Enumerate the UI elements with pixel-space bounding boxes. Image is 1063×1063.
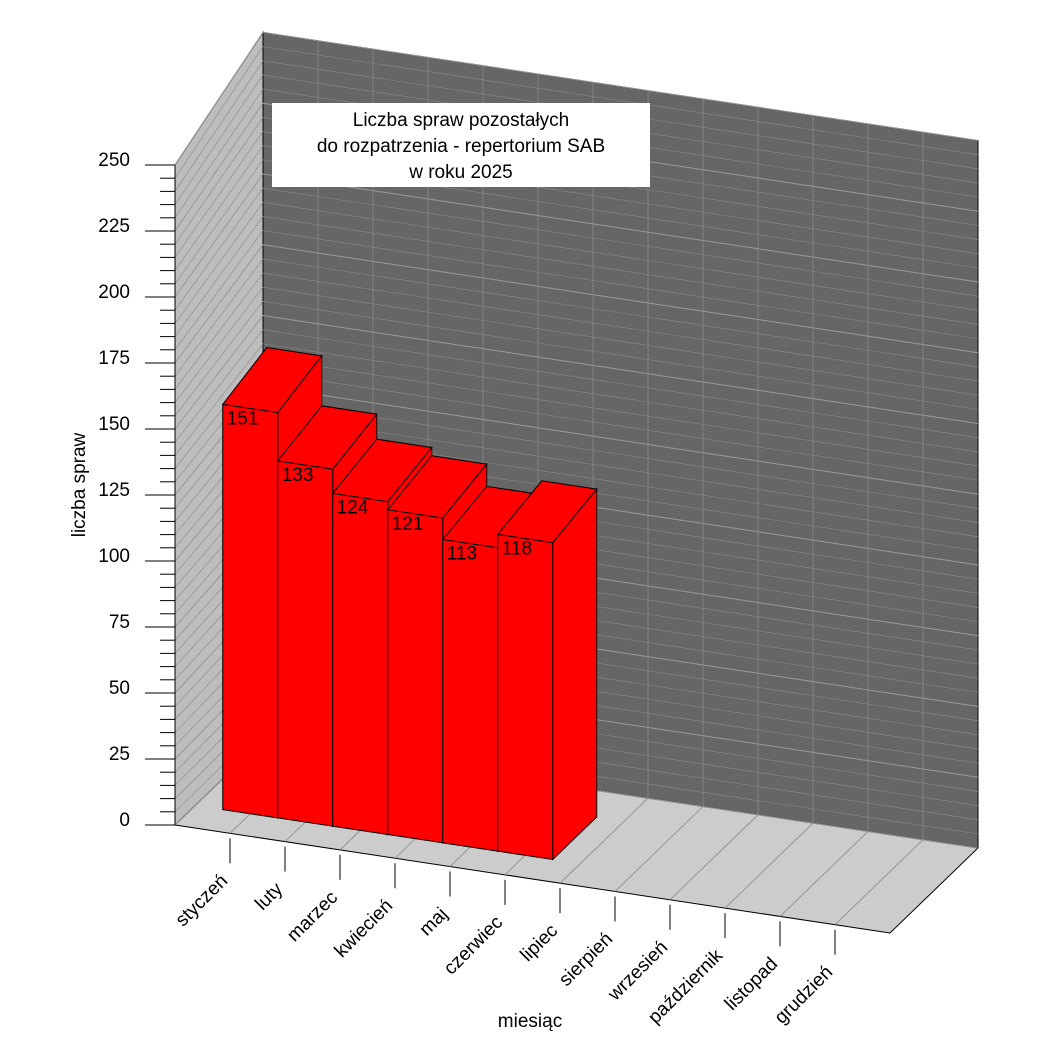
value-label: 133: [282, 465, 314, 486]
bar-front: [442, 539, 499, 852]
minor-grid-line: [174, 230, 979, 350]
minor-grid-line: [174, 74, 979, 205]
floor-line: [834, 839, 924, 926]
minor-grid-line: [174, 60, 979, 192]
minor-grid-line: [174, 201, 979, 324]
value-label: 113: [447, 544, 477, 565]
bar-front: [497, 533, 554, 861]
floor-line: [669, 814, 759, 901]
minor-grid-line: [174, 286, 979, 403]
y-tick-label: 250: [98, 150, 130, 171]
minor-grid-line: [174, 88, 979, 218]
minor-grid-line: [174, 272, 979, 390]
x-tick-label: maj: [416, 904, 453, 941]
bar-front: [222, 403, 279, 819]
y-tick-label: 175: [98, 348, 130, 369]
x-tick-label: kwiecień: [331, 895, 397, 961]
floor-line: [724, 822, 814, 909]
y-tick-label: 125: [98, 480, 130, 501]
minor-grid-line: [174, 46, 979, 179]
bar-front: [277, 460, 334, 827]
minor-grid-line: [174, 258, 979, 377]
minor-grid-line: [174, 145, 979, 271]
value-label: 121: [392, 514, 424, 535]
grid-line: [174, 173, 979, 298]
title-box: [272, 103, 650, 187]
bar: 118: [496, 480, 598, 861]
chart-title: w roku 2025: [408, 162, 513, 183]
x-tick-label: czerwiec: [440, 912, 507, 979]
y-tick-label: 150: [98, 414, 130, 435]
y-tick-label: 100: [98, 546, 130, 567]
x-tick-label: lipiec: [517, 920, 562, 965]
x-tick-label: grudzień: [771, 962, 837, 1028]
minor-grid-line: [174, 131, 979, 258]
value-label: 118: [502, 538, 532, 559]
y-tick-label: 75: [109, 612, 130, 633]
value-label: 124: [337, 497, 369, 518]
x-tick-label: luty: [251, 879, 287, 915]
x-axis-label: miesiąc: [498, 1011, 562, 1032]
bar-side: [552, 487, 598, 861]
floor-line: [779, 831, 869, 917]
floor-line: [614, 806, 704, 892]
minor-grid-line: [174, 159, 979, 284]
bar-front: [332, 492, 389, 836]
minor-grid-line: [174, 187, 979, 311]
minor-grid-line: [174, 301, 979, 416]
grid-line: [174, 244, 979, 364]
y-tick-label: 225: [98, 216, 130, 237]
minor-grid-line: [174, 216, 979, 337]
x-tick-label: styczeń: [172, 871, 232, 931]
chart-title: do rozpatrzenia - repertorium SAB: [317, 136, 605, 157]
bar-front: [387, 509, 444, 844]
chart-title: Liczba spraw pozostałych: [353, 110, 570, 131]
minor-grid-line: [174, 117, 979, 245]
x-tick-label: sierpień: [555, 929, 617, 991]
value-label: 151: [227, 408, 259, 429]
y-tick-label: 0: [119, 810, 130, 831]
floor-line: [559, 797, 649, 884]
y-tick-label: 25: [109, 744, 130, 765]
x-tick-label: listopad: [721, 954, 782, 1015]
y-tick-label: 200: [98, 282, 130, 303]
y-axis-label: liczba spraw: [69, 432, 90, 537]
grid-line: [174, 102, 979, 232]
y-tick-label: 50: [109, 678, 130, 699]
grid-line: [174, 314, 979, 430]
grid-line: [174, 31, 979, 166]
minor-grid-line: [174, 329, 979, 443]
minor-grid-line: [174, 343, 979, 456]
x-tick-label: marzec: [283, 887, 342, 946]
